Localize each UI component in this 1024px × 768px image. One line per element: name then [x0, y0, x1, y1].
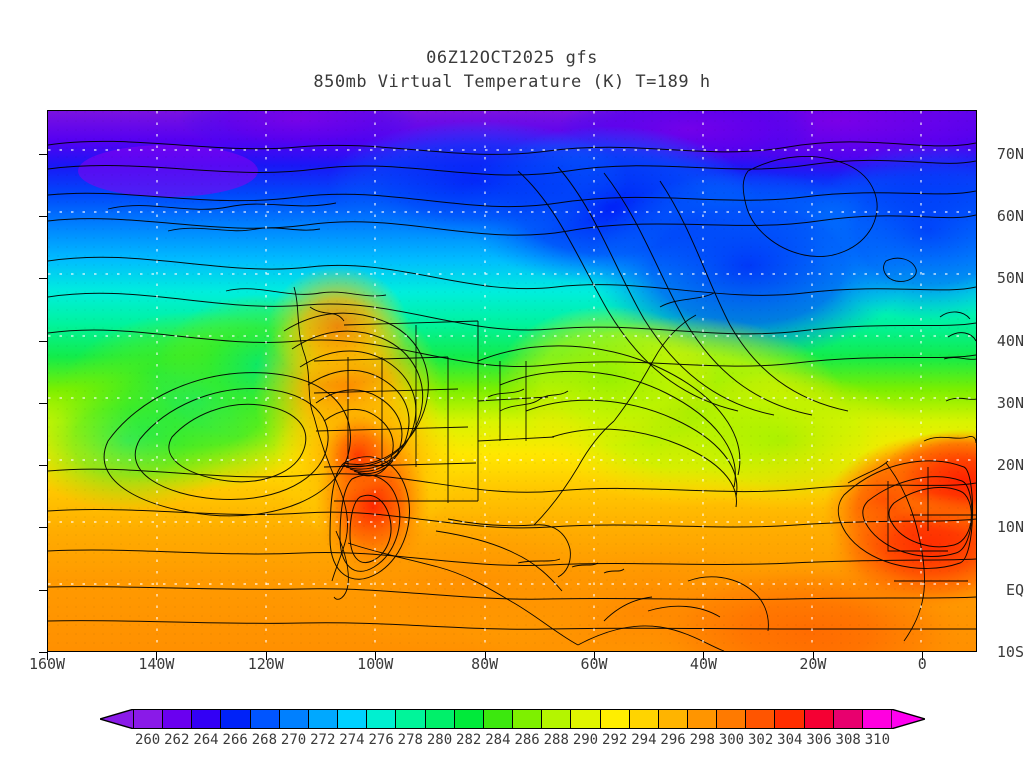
y-axis-label: 20N: [996, 456, 1024, 475]
colorbar-cell: [746, 710, 776, 728]
y-axis-tick: [39, 527, 47, 529]
colorbar-cell: [775, 710, 805, 728]
x-axis-label: 100W: [357, 655, 394, 673]
colorbar-cell: [250, 710, 280, 728]
colorbar-tick-label: 282: [456, 732, 482, 748]
colorbar-tick-label: 290: [572, 732, 599, 748]
colorbar-tick-label: 274: [339, 732, 365, 748]
x-axis-label: 60W: [580, 655, 608, 673]
y-axis-tick: [39, 340, 47, 342]
chart-title: 850mb Virtual Temperature (K) T=189 h: [313, 72, 711, 92]
y-axis-label: 30N: [996, 393, 1024, 412]
colorbar-tick-label: 260: [134, 732, 161, 748]
colorbar-cells: [133, 709, 892, 729]
colorbar-cell: [717, 710, 747, 728]
colorbar-tick-label: 304: [777, 732, 803, 748]
colorbar-tick-label: 270: [280, 732, 307, 748]
y-axis-label: 10S: [996, 643, 1024, 661]
x-axis-tick: [47, 652, 48, 660]
y-axis-tick: [39, 465, 47, 467]
colorbar-cell: [454, 710, 484, 728]
colorbar-cell: [279, 710, 309, 728]
x-axis-label: 0: [917, 655, 927, 673]
chart-subtitle: 06Z12OCT2025 gfs: [426, 48, 598, 68]
y-axis-tick: [39, 402, 47, 404]
colorbar-cell: [629, 710, 659, 728]
colorbar-tick-label: 280: [426, 732, 453, 748]
colorbar-cell: [367, 710, 397, 728]
colorbar-tick-label: 276: [368, 732, 394, 748]
colorbar-cell: [308, 710, 339, 728]
colorbar-tick-label: 268: [251, 732, 278, 748]
y-axis-tick: [39, 278, 47, 280]
x-axis-label: 120W: [247, 655, 284, 673]
y-axis-label: 40N: [996, 331, 1024, 350]
y-axis-label: 10N: [996, 518, 1024, 537]
y-axis-label: 50N: [996, 269, 1024, 288]
colorbar-cell: [687, 710, 718, 728]
colorbar-cell: [862, 710, 892, 728]
x-axis-tick: [484, 652, 486, 660]
colorbar-tick-label: 286: [514, 732, 540, 748]
y-axis-label: 70N: [996, 144, 1024, 163]
x-axis-label: 140W: [138, 655, 175, 673]
colorbar-cell: [513, 710, 543, 728]
colorbar-tick-label: 262: [164, 732, 190, 748]
map-plot-area: [47, 110, 977, 652]
colorbar-cell: [542, 710, 572, 728]
y-axis-tick: [39, 215, 47, 217]
colorbar-cell: [425, 710, 455, 728]
x-axis-tick: [375, 652, 377, 660]
x-axis-tick: [922, 652, 924, 660]
colorbar-tick-label: 298: [689, 732, 715, 748]
colorbar: [100, 709, 925, 729]
colorbar-cell: [163, 710, 193, 728]
temperature-field: [48, 111, 976, 651]
colorbar-cell: [396, 710, 426, 728]
colorbar-cell: [600, 710, 630, 728]
colorbar-cell: [833, 710, 863, 728]
colorbar-tick-label: 264: [193, 732, 219, 748]
x-axis-tick: [594, 652, 596, 660]
x-axis-label: 160W: [28, 655, 66, 673]
y-axis-label: 60N: [996, 206, 1024, 225]
colorbar-cell: [338, 710, 368, 728]
colorbar-over-arrow: [891, 709, 925, 729]
y-axis-tick: [39, 589, 47, 591]
x-axis-tick: [265, 652, 267, 660]
colorbar-cell: [658, 710, 688, 728]
colorbar-tick-label: 288: [543, 732, 569, 748]
colorbar-cell: [134, 710, 164, 728]
x-axis-tick: [703, 652, 705, 660]
colorbar-cell: [483, 710, 514, 728]
y-axis-tick: [39, 652, 47, 653]
y-axis-label: EQ: [1005, 580, 1024, 599]
colorbar-cell: [192, 710, 222, 728]
colorbar-tick-label: 294: [631, 732, 657, 748]
colorbar-cell: [804, 710, 834, 728]
colorbar-tick-label: 306: [806, 732, 832, 748]
x-axis-tick: [812, 652, 814, 660]
colorbar-under-arrow: [100, 709, 134, 729]
y-axis-tick: [39, 153, 47, 155]
colorbar-tick-label: 310: [864, 732, 891, 748]
x-axis-tick: [156, 652, 158, 660]
x-axis-label: 80W: [471, 655, 499, 673]
colorbar-tick-label: 278: [397, 732, 423, 748]
x-axis-label: 40W: [689, 655, 718, 673]
colorbar-tick-label: 302: [747, 732, 774, 748]
colorbar-tick-label: 292: [602, 732, 628, 748]
colorbar-tick-label: 300: [718, 732, 745, 748]
colorbar-tick-label: 272: [310, 732, 336, 748]
colorbar-tick-label: 266: [222, 732, 248, 748]
colorbar-tick-label: 308: [835, 732, 861, 748]
colorbar-cell: [221, 710, 251, 728]
colorbar-tick-label: 296: [660, 732, 686, 748]
colorbar-cell: [571, 710, 601, 728]
colorbar-tick-label: 284: [485, 732, 511, 748]
x-axis-label: 20W: [799, 655, 827, 673]
